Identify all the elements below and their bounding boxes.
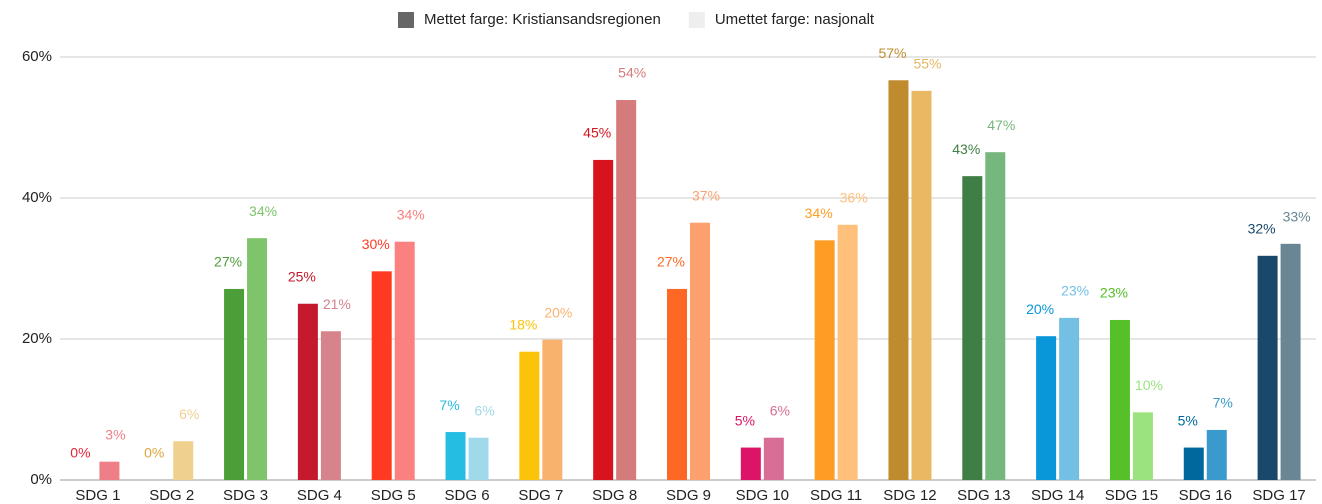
value-label: 55% [913,56,941,72]
bar [445,432,466,480]
bar [985,152,1006,481]
bar [690,222,710,481]
value-label: 7% [439,397,459,413]
bar [224,288,245,480]
value-label: 3% [105,426,125,442]
bar [1183,447,1204,480]
bar [1109,319,1130,480]
x-tick-label: SDG 2 [149,487,194,504]
value-label: 25% [288,268,316,284]
value-label: 34% [249,203,277,219]
value-label: 33% [1283,209,1311,225]
x-tick-label: SDG 1 [75,487,120,504]
value-label: 6% [474,402,494,418]
bar [911,90,932,480]
x-tick-label: SDG 10 [736,487,789,504]
bar [593,159,614,480]
bar [1132,412,1153,480]
y-tick-label: 20% [22,330,52,347]
value-label: 27% [214,254,242,270]
bar [247,238,268,480]
x-tick-label: SDG 16 [1179,487,1232,504]
bar [394,241,415,480]
value-label: 23% [1061,283,1089,299]
x-tick-label: SDG 8 [592,487,637,504]
value-label: 20% [544,304,572,320]
bar [519,351,540,480]
x-tick-label: SDG 14 [1031,487,1084,504]
bar [814,240,835,480]
value-label: 6% [770,402,790,418]
bar [468,437,489,480]
x-tick-label: SDG 13 [957,487,1010,504]
y-tick-label: 40% [22,189,52,206]
x-tick-label: SDG 17 [1252,487,1305,504]
x-tick-label: SDG 11 [810,487,862,504]
bar [837,224,858,480]
value-label: 21% [323,296,351,312]
bar [1059,317,1080,480]
x-tick-label: SDG 4 [297,487,342,504]
y-tick-label: 60% [22,48,52,65]
y-tick-label: 0% [30,471,52,488]
bar [542,339,563,480]
value-label: 37% [692,187,720,203]
value-label: 45% [583,125,611,141]
x-tick-label: SDG 9 [666,487,711,504]
bar [99,461,120,480]
bar [740,447,761,480]
x-tick-label: SDG 12 [883,487,936,504]
value-label: 20% [1026,301,1054,317]
bar [297,303,318,480]
value-label: 47% [987,117,1015,133]
value-label: 18% [509,316,537,332]
x-tick-label: SDG 3 [223,487,268,504]
bar [1036,336,1057,480]
value-label: 7% [1213,395,1233,411]
x-tick-label: SDG 5 [371,487,416,504]
legend-swatch [398,12,414,28]
bar [1257,255,1278,480]
x-tick-label: SDG 6 [445,487,490,504]
value-label: 34% [805,205,833,221]
bar [1280,243,1301,480]
bar [320,331,341,480]
bar [888,80,909,480]
legend-label: Mettet farge: Kristiansandsregionen [424,11,661,28]
bar [667,288,687,480]
bar [616,100,637,480]
value-label: 43% [952,141,980,157]
value-label: 0% [144,445,164,461]
bar [763,437,784,480]
value-label: 57% [878,45,906,61]
value-label: 5% [735,412,755,428]
value-label: 0% [70,445,90,461]
value-label: 6% [179,406,199,422]
value-label: 10% [1135,377,1163,393]
value-label: 5% [1178,412,1198,428]
value-label: 23% [1100,285,1128,301]
value-label: 32% [1248,221,1276,237]
legend-swatch [688,12,705,28]
legend-label: Umettet farge: nasjonalt [715,11,875,28]
bar [173,441,194,480]
bar [962,176,983,480]
value-label: 36% [840,189,868,205]
bar [371,271,392,480]
value-label: 34% [397,206,425,222]
value-label: 54% [618,65,646,81]
x-tick-label: SDG 15 [1105,487,1158,504]
value-label: 30% [362,236,390,252]
bar [1206,429,1227,480]
value-label: 27% [657,254,685,270]
x-tick-label: SDG 7 [518,487,563,504]
